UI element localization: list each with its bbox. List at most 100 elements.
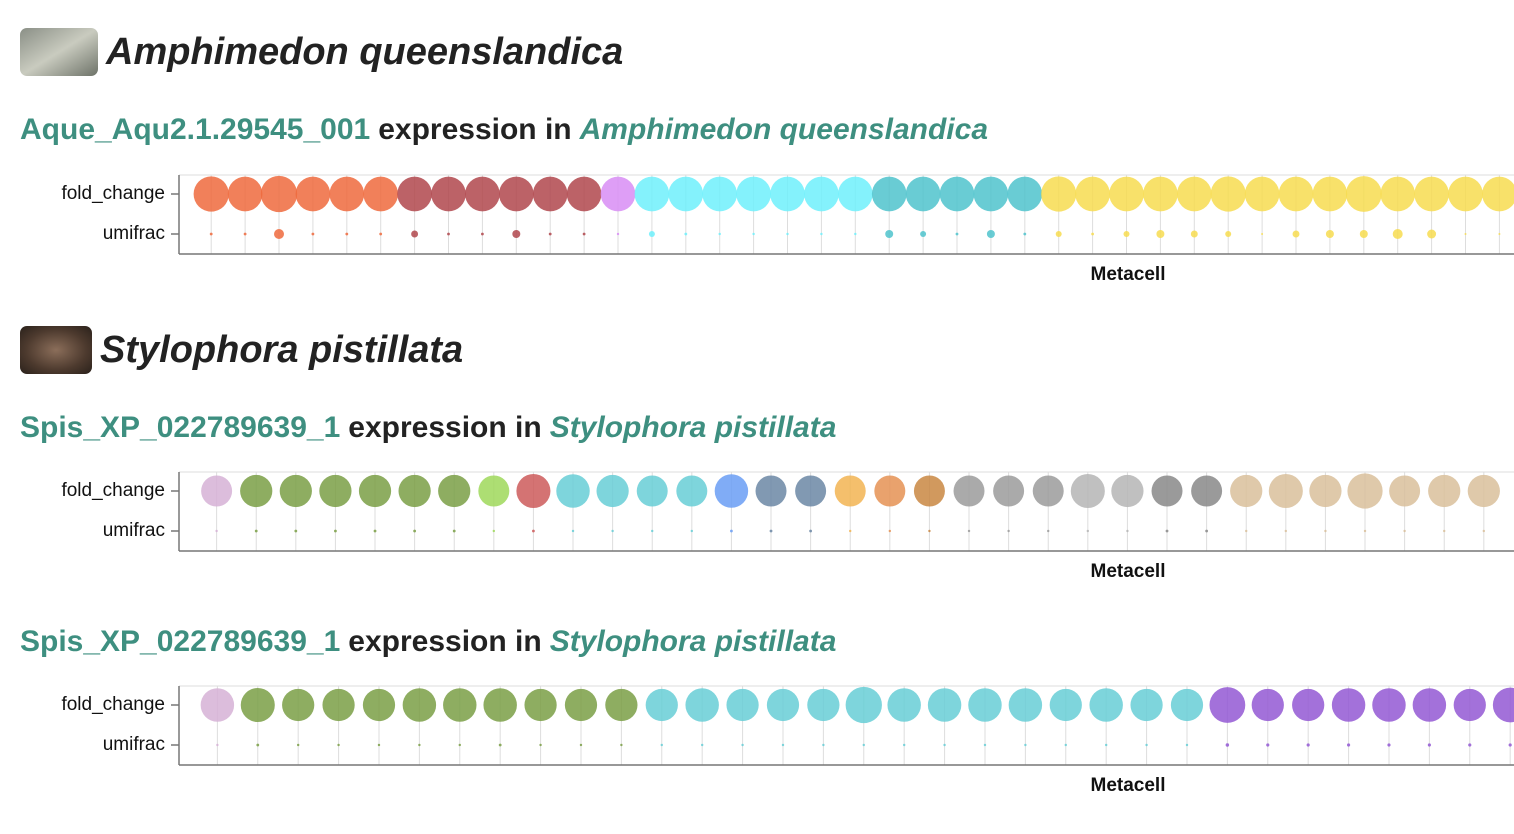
dot[interactable]	[596, 474, 629, 508]
dot[interactable]	[848, 529, 852, 533]
dot[interactable]	[465, 176, 500, 212]
dot[interactable]	[1151, 475, 1183, 507]
dot[interactable]	[1007, 529, 1010, 533]
dot[interactable]	[443, 688, 477, 722]
dot[interactable]	[1389, 475, 1421, 507]
dot[interactable]	[786, 232, 789, 236]
dot[interactable]	[1292, 688, 1325, 722]
dot[interactable]	[1091, 232, 1095, 236]
dot[interactable]	[854, 232, 857, 236]
dot[interactable]	[516, 473, 551, 509]
dot[interactable]	[279, 474, 312, 508]
dot[interactable]	[928, 529, 931, 533]
dot[interactable]	[718, 232, 721, 236]
dot[interactable]	[480, 232, 484, 236]
dot[interactable]	[579, 743, 583, 747]
dot[interactable]	[1109, 176, 1144, 212]
dot[interactable]	[1427, 743, 1431, 747]
dot[interactable]	[311, 232, 315, 236]
dot[interactable]	[1251, 688, 1284, 722]
dot[interactable]	[1064, 743, 1068, 747]
dot[interactable]	[973, 176, 1009, 212]
dot[interactable]	[447, 232, 450, 236]
dot[interactable]	[927, 688, 962, 722]
dot[interactable]	[1230, 474, 1263, 508]
dot[interactable]	[566, 176, 602, 212]
dot[interactable]	[1126, 529, 1129, 533]
dot[interactable]	[1412, 688, 1447, 722]
dot[interactable]	[1266, 743, 1270, 747]
dot[interactable]	[296, 743, 300, 747]
dot[interactable]	[200, 688, 235, 722]
dot[interactable]	[1191, 475, 1223, 507]
dot[interactable]	[939, 176, 975, 212]
dot[interactable]	[1055, 231, 1062, 237]
dot[interactable]	[209, 232, 213, 236]
dot[interactable]	[345, 232, 349, 236]
dot[interactable]	[1008, 688, 1043, 722]
dot[interactable]	[1143, 176, 1178, 212]
dot[interactable]	[1442, 529, 1446, 533]
dot[interactable]	[1498, 233, 1501, 235]
dot[interactable]	[645, 688, 678, 722]
dot[interactable]	[1448, 176, 1483, 212]
dot[interactable]	[1032, 475, 1064, 507]
dot[interactable]	[769, 529, 773, 533]
dot[interactable]	[1024, 743, 1027, 747]
dot[interactable]	[837, 176, 873, 212]
dot[interactable]	[968, 688, 1002, 722]
dot[interactable]	[1165, 529, 1169, 533]
dot[interactable]	[498, 743, 502, 747]
dot[interactable]	[636, 475, 668, 507]
heading-species[interactable]: Amphimedon queenslandica	[579, 113, 988, 146]
dot[interactable]	[1403, 529, 1406, 533]
dot[interactable]	[418, 743, 421, 747]
dot[interactable]	[690, 529, 694, 533]
dot[interactable]	[822, 743, 825, 747]
dot[interactable]	[227, 176, 263, 212]
dot[interactable]	[862, 743, 866, 747]
dot[interactable]	[413, 529, 417, 533]
dot[interactable]	[1372, 688, 1406, 722]
dot[interactable]	[322, 688, 355, 722]
dot[interactable]	[1284, 529, 1288, 533]
dot[interactable]	[795, 475, 827, 507]
dot[interactable]	[260, 175, 298, 213]
dot[interactable]	[920, 231, 927, 237]
dot[interactable]	[1309, 474, 1342, 508]
dot[interactable]	[215, 529, 218, 533]
dot[interactable]	[736, 176, 771, 212]
dot[interactable]	[571, 529, 575, 533]
dot[interactable]	[240, 687, 275, 723]
dot[interactable]	[1331, 688, 1366, 722]
dot[interactable]	[1347, 473, 1383, 509]
dot[interactable]	[402, 688, 437, 722]
dot[interactable]	[1123, 231, 1130, 237]
dot[interactable]	[564, 688, 598, 722]
dot[interactable]	[539, 743, 542, 747]
dot[interactable]	[1244, 176, 1280, 212]
dot[interactable]	[905, 176, 941, 212]
dot[interactable]	[1387, 743, 1391, 747]
dot[interactable]	[193, 176, 229, 212]
dot[interactable]	[1292, 230, 1300, 238]
dot[interactable]	[398, 474, 431, 508]
dot[interactable]	[807, 688, 840, 722]
dot[interactable]	[363, 176, 399, 212]
dot[interactable]	[274, 229, 285, 239]
dot[interactable]	[685, 688, 719, 722]
gene-id[interactable]: Aque_Aqu2.1.29545_001	[20, 113, 370, 146]
dot[interactable]	[902, 743, 906, 747]
dot[interactable]	[820, 232, 823, 236]
dot[interactable]	[741, 743, 744, 747]
dot[interactable]	[1482, 176, 1514, 212]
heading-species[interactable]: Stylophora pistillata	[550, 625, 837, 658]
dot[interactable]	[524, 688, 557, 722]
dot[interactable]	[532, 176, 568, 212]
dot[interactable]	[1023, 232, 1027, 236]
dot[interactable]	[888, 529, 892, 533]
dot[interactable]	[282, 688, 315, 722]
heading-species[interactable]: Stylophora pistillata	[550, 411, 837, 444]
dot[interactable]	[373, 529, 377, 533]
dot[interactable]	[1209, 687, 1246, 723]
